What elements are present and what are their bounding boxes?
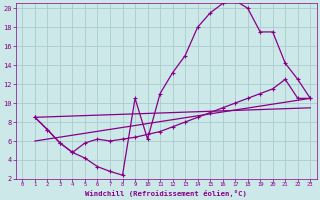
X-axis label: Windchill (Refroidissement éolien,°C): Windchill (Refroidissement éolien,°C) <box>85 190 247 197</box>
